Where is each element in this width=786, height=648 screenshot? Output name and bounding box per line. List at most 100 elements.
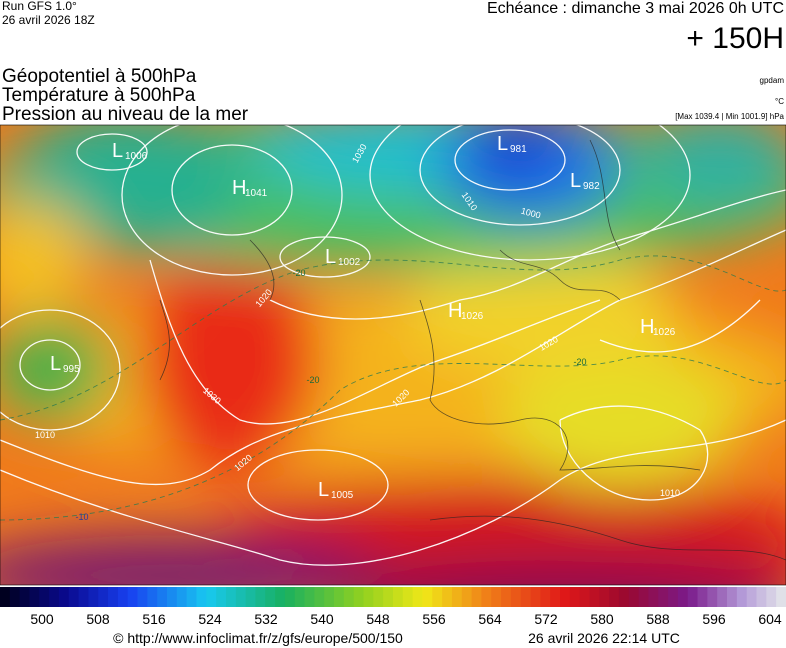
pressure-center-value: 1006	[125, 151, 148, 162]
colorbar-label: 524	[198, 611, 222, 627]
pressure-center-symbol: L	[497, 133, 508, 155]
colorbar-swatch	[19, 587, 30, 607]
colorbar-swatch	[648, 587, 659, 607]
colorbar-swatch	[363, 587, 374, 607]
colorbar-swatch	[432, 587, 443, 607]
colorbar-swatch	[304, 587, 315, 607]
colorbar-swatch	[766, 587, 777, 607]
colorbar: 500 508 516 524 532 540 548 556 564 572 580 588 596 6…	[0, 587, 786, 627]
colorbar-swatch	[324, 587, 335, 607]
footer-url: © http://www.infoclimat.fr/z/gfs/europe/…	[113, 630, 403, 646]
colorbar-swatch	[206, 587, 217, 607]
map-field	[0, 125, 786, 585]
colorbar-swatch	[491, 587, 502, 607]
colorbar-swatch	[167, 587, 178, 607]
pressure-center-value: 981	[510, 144, 527, 155]
colorbar-swatch	[697, 587, 708, 607]
pressure-center-value: 1041	[245, 188, 268, 199]
unit-pressure: [Max 1039.4 | Min 1001.9] hPa	[675, 112, 784, 121]
colorbar-swatch	[373, 587, 384, 607]
colorbar-swatch	[618, 587, 630, 607]
colorbar-swatch	[540, 587, 551, 607]
temperature-label: -20	[292, 268, 305, 278]
colorbar-label: 604	[758, 611, 782, 627]
colorbar-swatch	[147, 587, 158, 607]
colorbar-swatch	[0, 587, 11, 607]
colorbar-swatch	[481, 587, 492, 607]
pressure-center-symbol: L	[325, 246, 336, 268]
colorbar-swatch	[677, 587, 689, 607]
colorbar-label: 540	[310, 611, 334, 627]
colorbar-label: 564	[478, 611, 502, 627]
footer-generated: 26 avril 2026 22:14 UTC	[528, 630, 680, 646]
colorbar-swatch	[569, 587, 581, 607]
colorbar-label: 548	[366, 611, 390, 627]
colorbar-swatch	[412, 587, 423, 607]
title-temperature: Température à 500hPa	[2, 85, 196, 106]
pressure-center-value: 982	[583, 181, 600, 192]
colorbar-swatch	[746, 587, 757, 607]
pressure-center-value: 1026	[461, 311, 484, 322]
colorbar-label: 556	[422, 611, 446, 627]
colorbar-swatch	[707, 587, 718, 607]
colorbar-swatch	[196, 587, 207, 607]
colorbar-swatch	[275, 587, 286, 607]
colorbar-swatch	[501, 587, 512, 607]
colorbar-swatch	[383, 587, 394, 607]
colorbar-swatch	[88, 587, 99, 607]
colorbar-swatch	[108, 587, 119, 607]
colorbar-swatch	[78, 587, 89, 607]
colorbar-swatch	[186, 587, 197, 607]
pressure-center-symbol: H	[640, 316, 654, 338]
unit-temperature: °C	[775, 97, 784, 106]
pressure-center-symbol: H	[232, 177, 246, 199]
unit-geopotential: gpdam	[760, 76, 785, 85]
pressure-center-symbol: L	[570, 170, 581, 192]
colorbar-swatch	[510, 587, 522, 607]
run-label: Run GFS 1.0°	[2, 0, 77, 13]
colorbar-swatch	[579, 587, 590, 607]
temperature-label: -20	[573, 357, 586, 367]
colorbar-swatch	[560, 587, 571, 607]
colorbar-swatch	[137, 587, 148, 607]
colorbar-swatch	[402, 587, 414, 607]
run-date: 26 avril 2026 18Z	[2, 13, 95, 27]
colorbar-swatch	[39, 587, 50, 607]
colorbar-swatch	[609, 587, 620, 607]
colorbar-swatch	[658, 587, 669, 607]
colorbar-swatch	[599, 587, 610, 607]
pressure-center-symbol: H	[448, 300, 462, 322]
colorbar-swatch	[393, 587, 404, 607]
colorbar-swatch	[520, 587, 531, 607]
colorbar-swatch	[265, 587, 276, 607]
pressure-center-symbol: L	[50, 353, 61, 375]
colorbar-swatch	[294, 587, 305, 607]
colorbar-label: 572	[534, 611, 558, 627]
map-frame	[0, 124, 786, 586]
temperature-label: -20	[306, 375, 319, 385]
colorbar-label: 532	[254, 611, 278, 627]
colorbar-swatch	[530, 587, 541, 607]
colorbar-swatch	[687, 587, 698, 607]
colorbar-swatch	[157, 587, 168, 607]
colorbar-swatch	[451, 587, 463, 607]
colorbar-swatch	[245, 587, 256, 607]
isobar-label: 1010	[35, 430, 55, 440]
title-geopotential: Géopotentiel à 500hPa	[2, 66, 197, 87]
colorbar-swatch	[442, 587, 453, 607]
colorbar-swatch	[461, 587, 472, 607]
colorbar-swatch	[776, 587, 786, 607]
colorbar-swatch	[58, 587, 70, 607]
colorbar-swatch	[117, 587, 129, 607]
colorbar-swatch	[284, 587, 296, 607]
colorbar-swatch	[98, 587, 109, 607]
colorbar-label: 516	[142, 611, 166, 627]
colorbar-swatch	[638, 587, 649, 607]
colorbar-swatch	[216, 587, 227, 607]
colorbar-swatch	[49, 587, 60, 607]
colorbar-swatch	[550, 587, 561, 607]
colorbar-swatch	[314, 587, 325, 607]
pressure-center-value: 1005	[331, 490, 354, 501]
